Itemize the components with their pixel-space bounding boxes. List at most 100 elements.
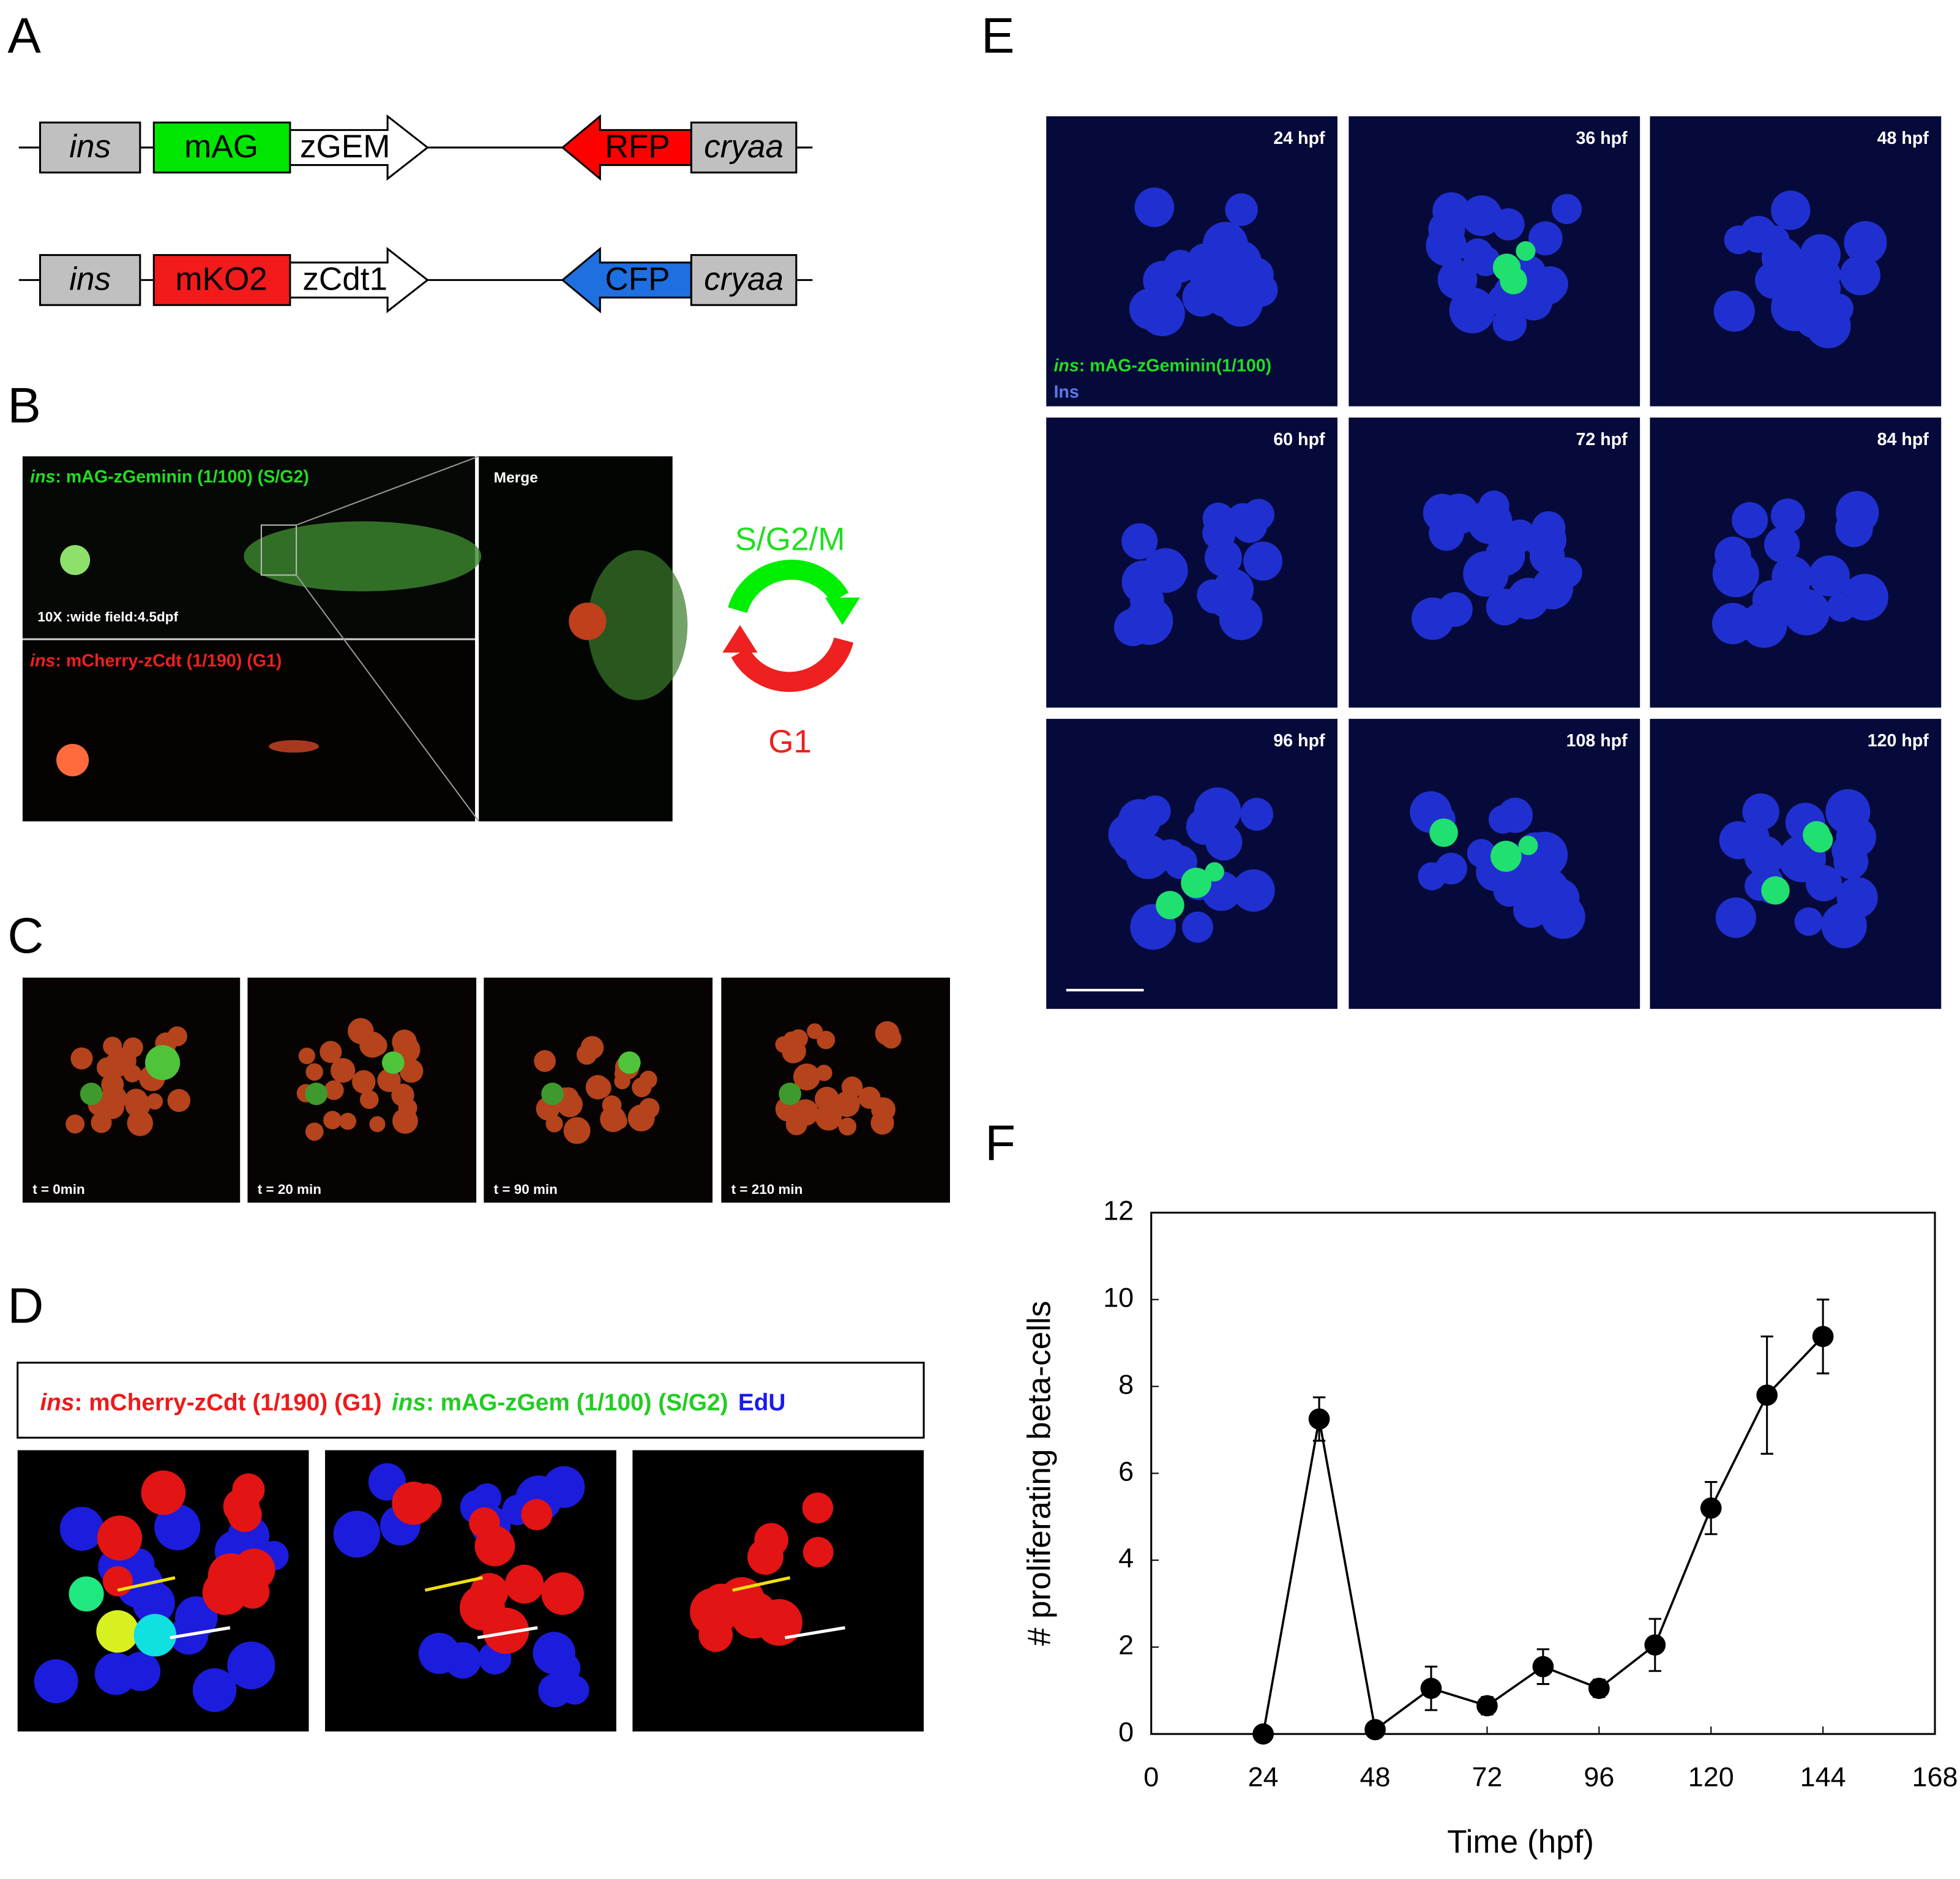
label-rest: : mCherry-zCdt (1/190) (G1) bbox=[75, 1389, 382, 1416]
y-tick-label: 6 bbox=[1118, 1455, 1134, 1487]
cell-blob bbox=[70, 1047, 93, 1070]
gene-box bbox=[152, 254, 291, 306]
panel-label: C bbox=[7, 908, 43, 964]
cell-blob bbox=[227, 1498, 262, 1532]
cell-blob bbox=[1742, 793, 1779, 831]
cell-blob bbox=[815, 1065, 832, 1081]
time-label: 60 hpf bbox=[1273, 430, 1325, 449]
cell-blob bbox=[1139, 795, 1171, 827]
cell-blob bbox=[881, 1028, 902, 1049]
cell-blob bbox=[1181, 868, 1212, 898]
cell-blob bbox=[747, 1539, 784, 1575]
time-label: 84 hpf bbox=[1877, 430, 1929, 449]
cell-blob bbox=[1713, 290, 1755, 332]
cell-blob bbox=[69, 1576, 104, 1612]
cell-blob bbox=[1492, 253, 1521, 282]
cell-blob bbox=[1463, 551, 1509, 597]
gene-label: RFP bbox=[605, 129, 670, 165]
cell-blob bbox=[369, 1116, 386, 1133]
cell-blob bbox=[1121, 560, 1165, 604]
x-axis-label: Time (hpf) bbox=[1447, 1824, 1594, 1860]
cell-blob bbox=[815, 1104, 842, 1131]
gene-label: cryaa bbox=[704, 261, 784, 297]
cell-blob bbox=[1831, 835, 1862, 866]
micrograph bbox=[22, 640, 476, 822]
cell-blob bbox=[1528, 221, 1563, 256]
cell-blob bbox=[1429, 818, 1458, 847]
cell-blob bbox=[1794, 907, 1823, 936]
cell-blob bbox=[305, 1122, 324, 1141]
cell-blob bbox=[1121, 523, 1158, 560]
data-point bbox=[1476, 1695, 1498, 1717]
arrow bbox=[785, 1626, 845, 1640]
zoom-box bbox=[260, 524, 297, 576]
cell-blob bbox=[470, 1573, 509, 1611]
cell-blob bbox=[227, 1641, 275, 1690]
cycle-arrow bbox=[731, 637, 854, 692]
arrow bbox=[170, 1626, 231, 1640]
cell-blob bbox=[1449, 287, 1495, 334]
time-label: 72 hpf bbox=[1576, 430, 1628, 449]
cell-blob bbox=[1478, 490, 1509, 522]
gene-arrow bbox=[289, 247, 429, 313]
cell-blob bbox=[1239, 257, 1274, 292]
micrograph bbox=[721, 977, 950, 1203]
y-axis-label: # proliferating beta-cells bbox=[1021, 1301, 1057, 1646]
cell-blob bbox=[1827, 593, 1856, 622]
cell-blob bbox=[1715, 536, 1751, 573]
cell-blob bbox=[1740, 822, 1770, 851]
gene-label: zCdt1 bbox=[302, 261, 387, 297]
arrow bbox=[477, 1626, 538, 1640]
cell-blob bbox=[123, 1064, 141, 1082]
x-tick-label: 168 bbox=[1912, 1761, 1958, 1793]
x-tick-label: 144 bbox=[1800, 1761, 1846, 1793]
cell-blob bbox=[1205, 862, 1224, 882]
time-label: 24 hpf bbox=[1273, 129, 1325, 148]
data-point bbox=[1700, 1497, 1722, 1519]
y-tick-label: 4 bbox=[1118, 1542, 1134, 1573]
cell-blob bbox=[1412, 597, 1454, 640]
arrow bbox=[424, 1576, 483, 1592]
eye-blob bbox=[56, 743, 89, 777]
cell-blob bbox=[589, 1076, 612, 1098]
time-label: 96 hpf bbox=[1273, 731, 1325, 751]
cell-blob bbox=[399, 1059, 424, 1083]
cell-blob bbox=[1771, 190, 1811, 230]
time-label: 108 hpf bbox=[1566, 731, 1628, 751]
cell-blob bbox=[1194, 787, 1241, 834]
cell-blob bbox=[793, 1063, 820, 1091]
legend-text: ins: mCherry-zCdt (1/190) (G1) ins: mAG-z… bbox=[40, 1389, 785, 1416]
cell-blob bbox=[96, 1610, 139, 1653]
cell-blob bbox=[101, 1073, 124, 1097]
gene: ins bbox=[30, 467, 55, 487]
time-label: 120 hpf bbox=[1868, 731, 1929, 751]
cell-blob bbox=[1507, 577, 1549, 620]
cell-blob bbox=[34, 1659, 78, 1703]
cell-blob bbox=[482, 1607, 529, 1654]
phase-label: G1 bbox=[768, 724, 812, 760]
channel-label: ins: mCherry-zCdt (1/190) (G1) bbox=[30, 651, 282, 670]
cell-blob bbox=[1844, 221, 1887, 264]
cell-blob bbox=[167, 1026, 187, 1046]
cell-blob bbox=[563, 1117, 591, 1144]
cell-blob bbox=[474, 1526, 515, 1567]
y-tick-label: 0 bbox=[1118, 1716, 1134, 1747]
cell-blob bbox=[192, 1668, 237, 1712]
time-label: 36 hpf bbox=[1576, 129, 1628, 148]
islet bbox=[569, 602, 607, 640]
cell-blob bbox=[398, 1098, 417, 1117]
cell-blob bbox=[1205, 539, 1242, 577]
cell-blob bbox=[1529, 538, 1565, 574]
embryo bbox=[269, 740, 319, 753]
data-point bbox=[1252, 1723, 1274, 1745]
x-tick-label: 24 bbox=[1248, 1761, 1279, 1793]
cell-blob bbox=[504, 1564, 544, 1604]
cell-blob bbox=[834, 1091, 860, 1117]
cell-blob bbox=[141, 1470, 186, 1515]
gene-arrow bbox=[561, 247, 692, 313]
cell-blob bbox=[1839, 255, 1880, 296]
gene: ins bbox=[40, 1389, 74, 1416]
cell-blob bbox=[639, 1070, 657, 1089]
cell-blob bbox=[1124, 596, 1173, 645]
cycle-arrowhead bbox=[825, 598, 860, 625]
